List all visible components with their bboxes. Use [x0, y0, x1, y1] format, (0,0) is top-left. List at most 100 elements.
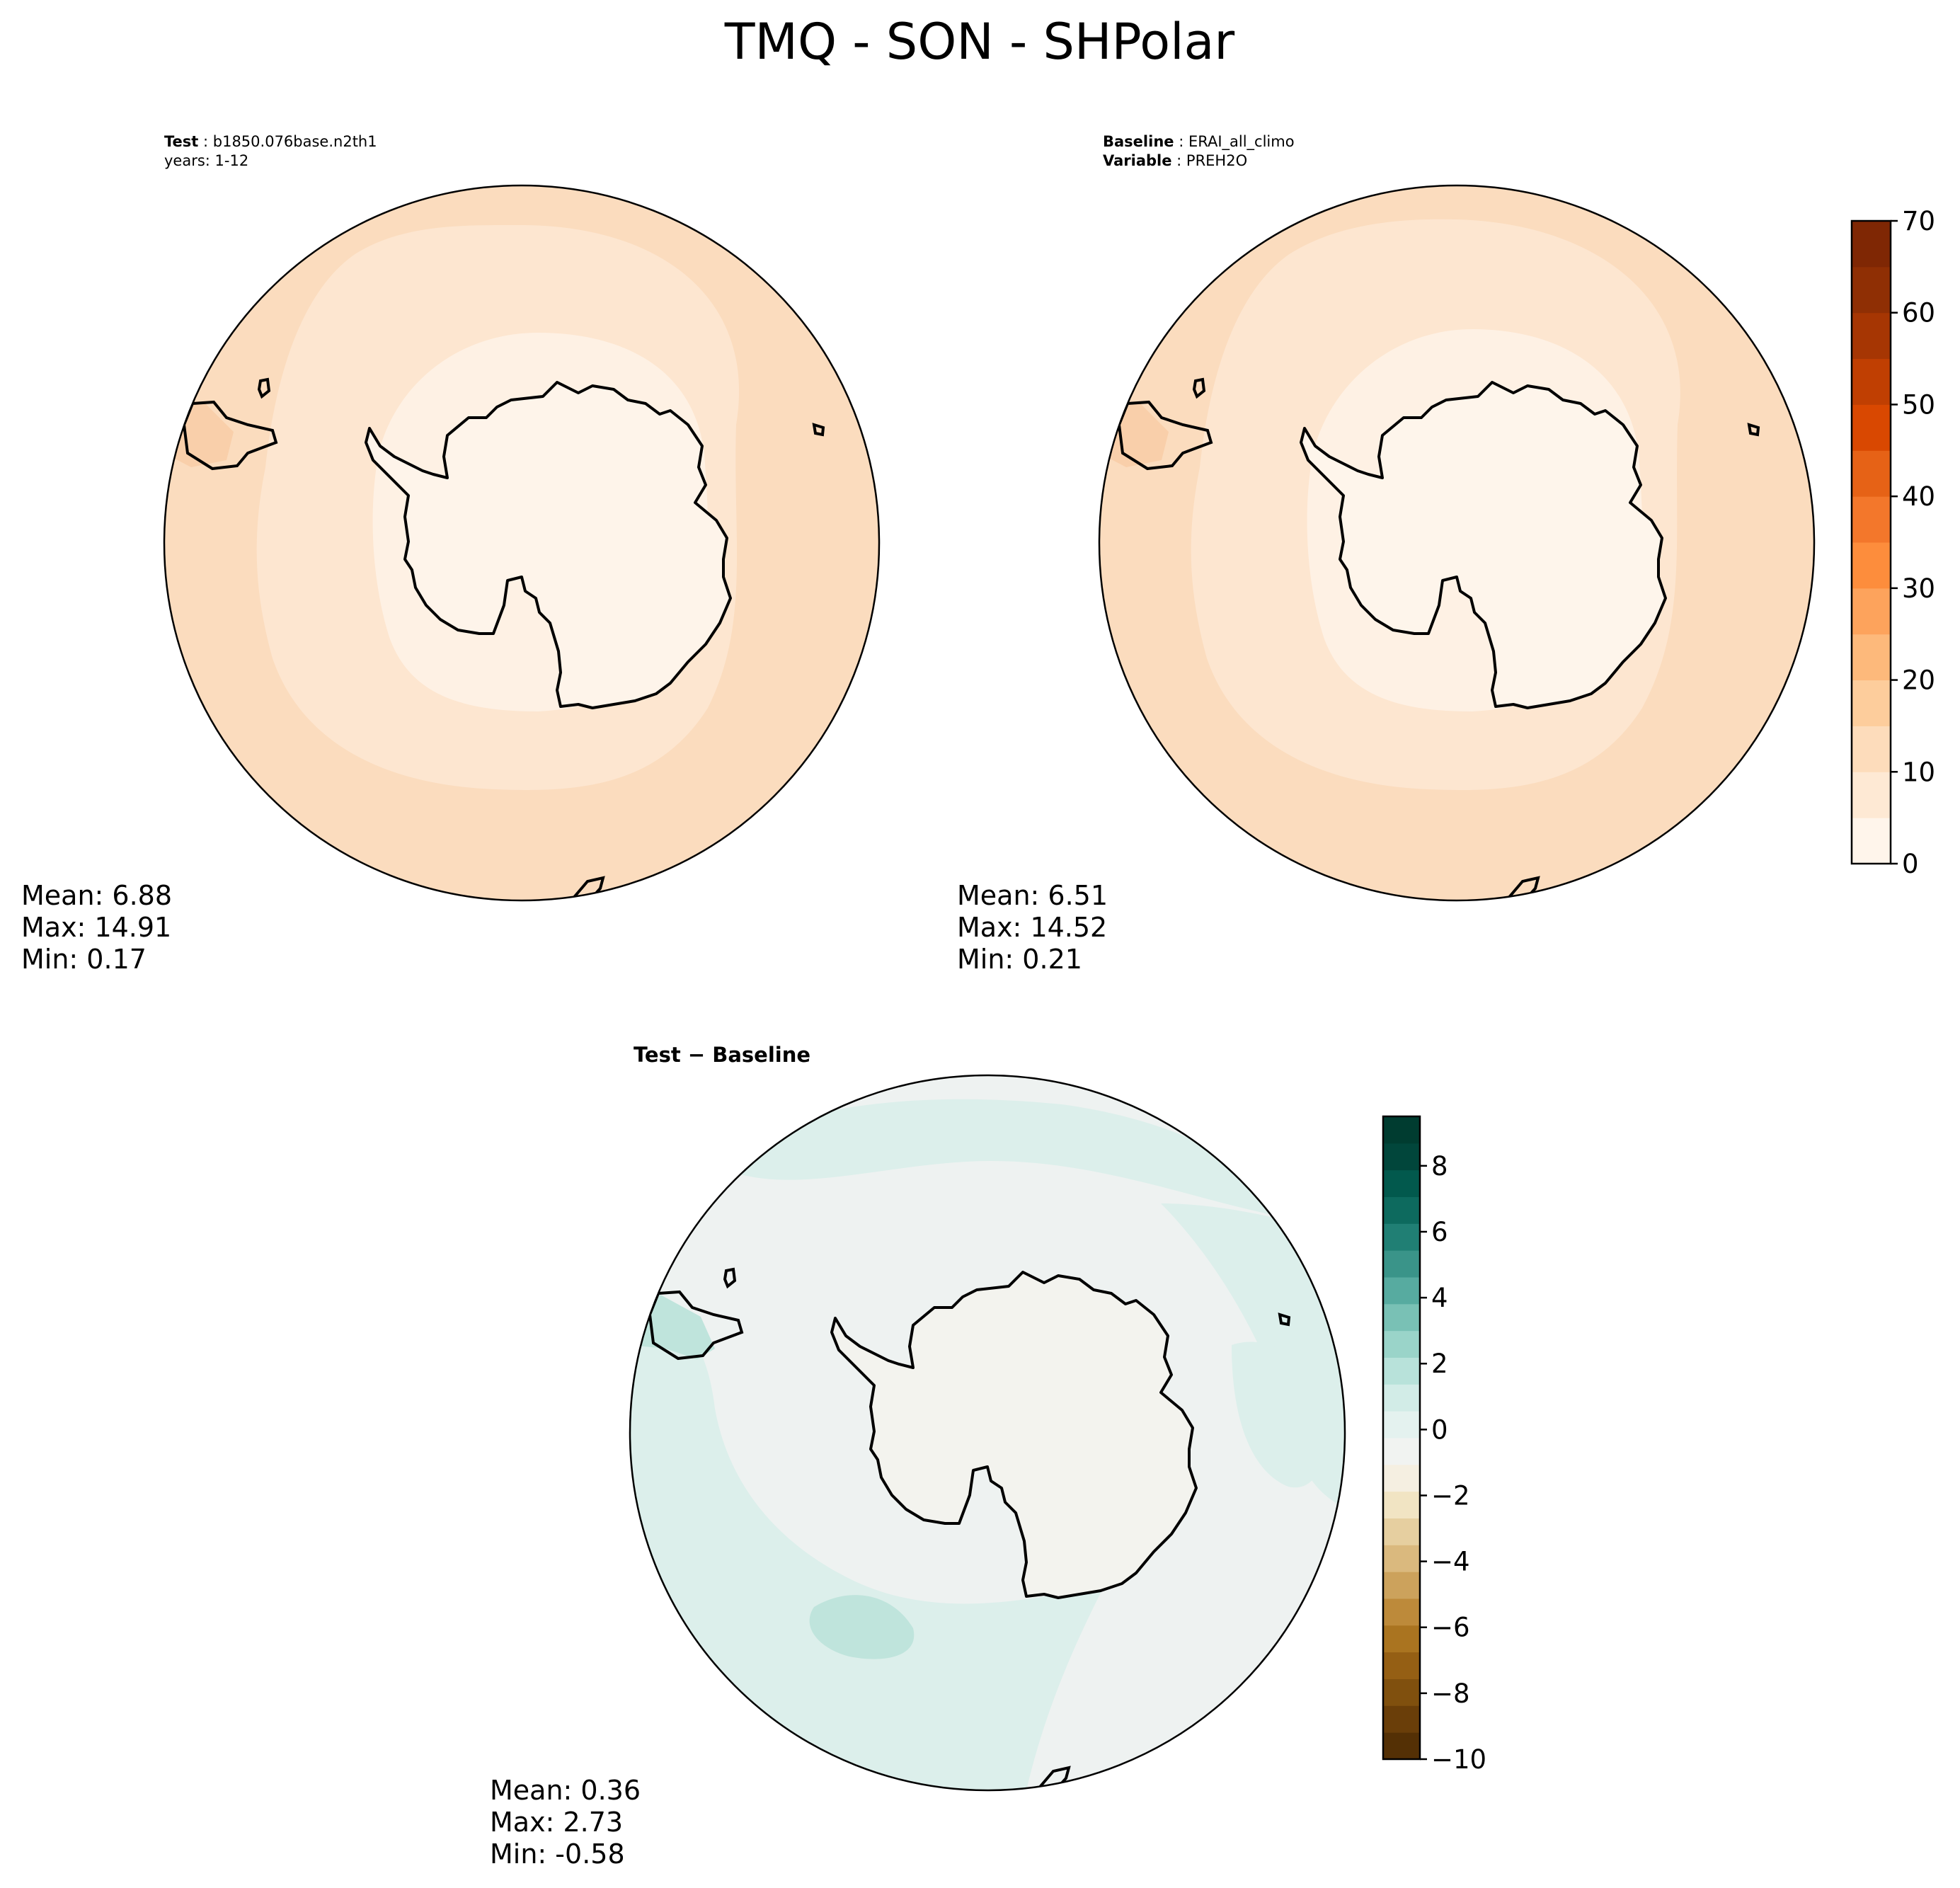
test-island-east — [812, 423, 825, 437]
main-colorbar-segment — [1852, 634, 1891, 681]
main-colorbar-tick-label: 10 — [1902, 757, 1935, 787]
diff-colorbar: −10 −8 −6 −4 −2 0 2 4 6 8 — [1382, 1115, 1486, 1775]
diff-colorbar-segment — [1383, 1330, 1420, 1358]
diff-colorbar-tick-label: 2 — [1431, 1349, 1448, 1379]
figure-title: TMQ - SON - SHPolar — [724, 13, 1235, 71]
diff-strong-south — [809, 1595, 915, 1659]
test-south-america-coast — [182, 400, 278, 471]
main-colorbar-segment — [1852, 726, 1891, 772]
diff-colorbar-tick-label: −10 — [1431, 1744, 1486, 1775]
main-colorbar-tick-label: 30 — [1902, 573, 1935, 604]
main-colorbar-segment — [1852, 404, 1891, 451]
main-colorbar: 0 10 20 30 40 50 60 70 — [1850, 206, 1935, 879]
diff-patch-north — [708, 1099, 1288, 1218]
main-colorbar-frame — [1850, 219, 1892, 865]
diff-colorbar-tick-label: 8 — [1431, 1151, 1448, 1182]
diff-stat-mean: Mean: 0.36 — [490, 1775, 641, 1806]
test-panel: Test : b1850.076base.n2th1 years: 1-12 M… — [21, 133, 881, 975]
baseline-stat-mean: Mean: 6.51 — [957, 880, 1108, 911]
test-stat-mean: Mean: 6.88 — [21, 880, 172, 911]
baseline-stat-min: Min: 0.21 — [957, 944, 1082, 975]
baseline-map — [1099, 185, 1814, 900]
diff-colorbar-segment — [1383, 1652, 1420, 1679]
main-colorbar-segment — [1852, 266, 1891, 314]
diff-colorbar-segment — [1383, 1143, 1420, 1171]
main-colorbar-segment — [1852, 680, 1891, 726]
diff-island-east — [1278, 1312, 1291, 1327]
diff-patch-west — [630, 1288, 1104, 1790]
baseline-stat-max: Max: 14.52 — [957, 912, 1107, 943]
test-stat-max: Max: 14.91 — [21, 912, 171, 943]
diff-colorbar-tick-label: 0 — [1431, 1414, 1448, 1445]
diff-island-south — [1038, 1766, 1071, 1790]
baseline-panel: Baseline : ERAI_all_climo Variable : PRE… — [957, 133, 1816, 975]
diff-colorbar-segment — [1383, 1705, 1420, 1733]
diff-colorbar-segment — [1383, 1303, 1420, 1332]
diff-colorbar-segment — [1383, 1545, 1420, 1572]
diff-colorbar-segment — [1383, 1357, 1420, 1385]
baseline-island-south — [1508, 876, 1540, 900]
main-colorbar-tick-label: 70 — [1902, 206, 1935, 236]
test-map-boundary — [163, 184, 881, 902]
diff-patch-east-local — [1232, 1341, 1326, 1488]
main-colorbar-tick-label: 50 — [1902, 389, 1935, 420]
diff-colorbar-segment — [1383, 1572, 1420, 1599]
test-header-line-1: Test : b1850.076base.n2th1 — [164, 133, 377, 150]
diff-south-america-coast — [648, 1290, 744, 1361]
diff-colorbar-segment — [1383, 1223, 1420, 1251]
main-colorbar-segment — [1852, 221, 1891, 268]
main-colorbar-segment — [1852, 450, 1891, 497]
main-colorbar-tick-label: 0 — [1902, 849, 1919, 879]
diff-falklands — [723, 1267, 737, 1289]
baseline-header-line-2: Variable : PREH2O — [1103, 152, 1247, 169]
diff-header: Test − Baseline — [634, 1043, 810, 1067]
baseline-island-east — [1747, 423, 1760, 437]
baseline-falklands — [1192, 377, 1206, 399]
diff-colorbar-segment — [1383, 1196, 1420, 1224]
diff-colorbar-segment — [1383, 1678, 1420, 1706]
main-colorbar-segment — [1852, 772, 1891, 818]
diff-colorbar-segment — [1383, 1518, 1420, 1545]
main-colorbar-tick-label: 60 — [1902, 298, 1935, 328]
diff-colorbar-segment — [1383, 1250, 1420, 1278]
diff-colorbar-segment — [1383, 1598, 1420, 1626]
test-map — [164, 185, 879, 900]
diff-colorbar-segment — [1383, 1491, 1420, 1518]
diff-colorbar-tick-label: −4 — [1431, 1547, 1470, 1577]
baseline-south-america-coast — [1117, 400, 1213, 471]
diff-colorbar-segment — [1383, 1169, 1420, 1197]
diff-stat-max: Max: 2.73 — [490, 1807, 623, 1838]
diff-colorbar-tick-label: −8 — [1431, 1678, 1470, 1709]
test-header-line-2: years: 1-12 — [164, 152, 248, 169]
diff-colorbar-tick-label: 6 — [1431, 1217, 1448, 1247]
test-island-south — [573, 876, 605, 900]
diff-colorbar-tick-label: 4 — [1431, 1283, 1448, 1313]
diff-colorbar-segment — [1383, 1732, 1420, 1760]
diff-map — [630, 1075, 1345, 1790]
main-colorbar-segment — [1852, 496, 1891, 543]
main-colorbar-segment — [1852, 588, 1891, 635]
diff-colorbar-segment — [1383, 1384, 1420, 1412]
main-colorbar-segment — [1852, 542, 1891, 589]
diff-map-boundary — [629, 1074, 1346, 1792]
diff-colorbar-segment — [1383, 1411, 1420, 1438]
baseline-header-line-1: Baseline : ERAI_all_climo — [1103, 133, 1295, 151]
test-falklands — [257, 377, 271, 399]
main-colorbar-segment — [1852, 312, 1891, 360]
main-colorbar-tick-label: 20 — [1902, 665, 1935, 696]
diff-colorbar-tick-label: −6 — [1431, 1613, 1470, 1643]
diff-colorbar-segment — [1383, 1625, 1420, 1653]
main-colorbar-segment — [1852, 358, 1891, 405]
diff-colorbar-segment — [1383, 1438, 1420, 1465]
main-colorbar-tick-label: 40 — [1902, 481, 1935, 512]
diff-stat-min: Min: -0.58 — [490, 1838, 625, 1870]
diff-colorbar-tick-label: −2 — [1431, 1480, 1470, 1511]
diff-colorbar-frame — [1382, 1115, 1421, 1761]
test-stat-min: Min: 0.17 — [21, 944, 147, 975]
baseline-map-boundary — [1098, 184, 1816, 902]
diff-panel: Test − Baseline Mean: 0.36 Max: 2.73 Min… — [490, 1043, 1346, 1870]
diff-colorbar-segment — [1383, 1116, 1420, 1144]
diff-colorbar-segment — [1383, 1464, 1420, 1492]
main-colorbar-segment — [1852, 818, 1891, 864]
